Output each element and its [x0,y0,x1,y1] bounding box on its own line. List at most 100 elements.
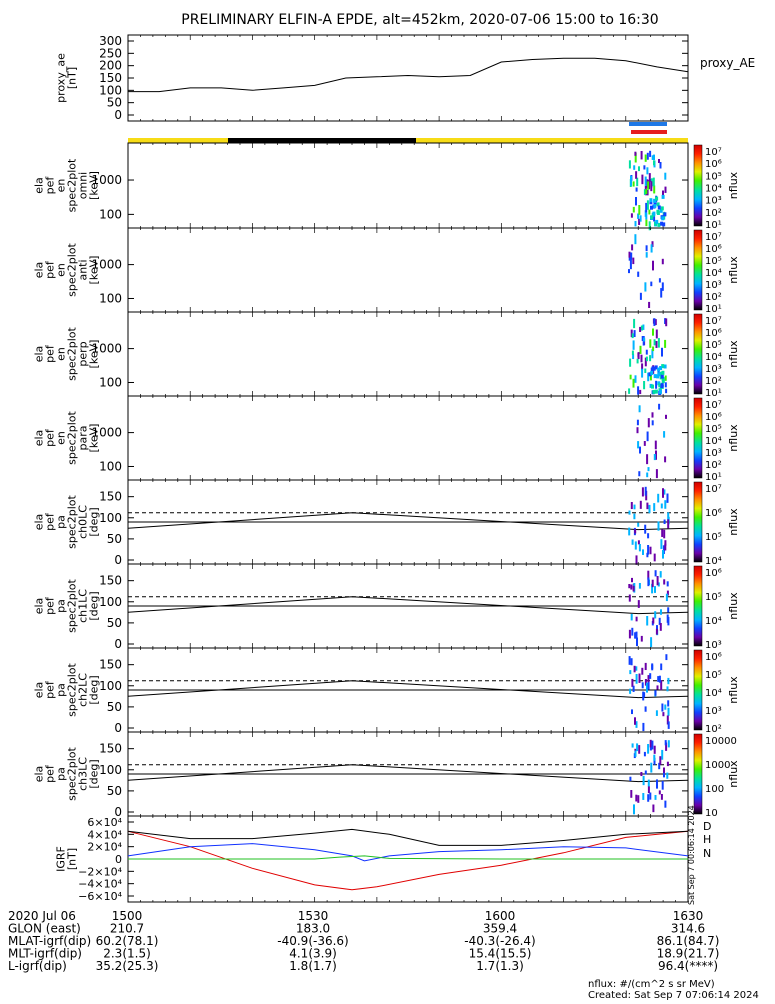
spectrogram-pixel [636,419,639,426]
spectrogram-pixel [646,616,649,626]
footer-row-label: L-igrf(dip) [8,959,67,973]
spectrogram-pixel [640,635,643,642]
spectrogram-pixel [652,177,655,187]
spectrogram-pixel [663,489,666,495]
spectrogram-pixel [656,779,658,789]
footer-row-label: 2020 Jul 06 [8,909,76,923]
y-axis-label: pef [44,260,57,279]
spectrogram-pixel [658,790,661,795]
spectrogram-pixel [628,510,631,515]
spectrogram-pixel [632,181,635,187]
spectrogram-pixel [644,679,647,686]
y-axis-label: anti [77,259,90,280]
colorbar-tick-label: 10⁷ [705,484,722,495]
spectrogram-pixel [631,350,634,356]
science-zone-bar [629,122,667,126]
spectrogram-pixel [630,252,633,260]
spectrogram-pixel [653,204,657,209]
footer-value: 359.4 [483,922,517,936]
spectrogram-pixel [652,328,654,336]
spectrogram-pixel [659,623,662,631]
spectrogram-pixel [649,200,653,205]
footer-value: 183.0 [296,922,330,936]
y-tick-label: 50 [107,532,122,546]
colorbar [693,229,703,311]
spectrogram-pixel [658,617,661,625]
spectrogram-pixel [654,440,657,450]
spectrogram-pixel [652,211,656,216]
spectrogram-pixel [654,570,657,577]
y-tick-label: 100 [99,375,122,389]
panel-frame-omni [127,142,689,229]
spectrogram-pixel [651,349,654,359]
colorbar-tick-label: 10000 [705,736,737,747]
spectrogram-pixel [655,628,658,635]
spectrogram-pixel [658,383,662,388]
spectrogram-pixel [647,786,650,794]
footer-value: -40.9(-36.6) [277,934,348,948]
spectrogram-pixel [635,555,638,565]
spectrogram-pixel [630,213,633,218]
spectrogram-pixel [641,174,644,185]
spectrogram-pixel [663,772,665,778]
y-tick-label: 6×10⁴ [87,816,122,829]
spectrogram-pixel [666,761,669,767]
spectrogram-pixel [658,278,661,283]
footer-value: 314.6 [671,922,705,936]
spectrogram-pixel [664,704,667,710]
panel-frame-anti [127,227,689,313]
colorbar-tick-label: 10 [705,808,718,819]
spectrogram-pixel [662,190,664,196]
y-tick-label: 200 [99,59,122,73]
y-axis-label: pef [44,344,57,363]
spectrogram-pixel [658,403,661,410]
colorbar-tick-label: 10⁶ [705,244,722,255]
spectrogram-pixel [651,155,654,160]
y-tick-label: 100 [99,83,122,97]
spectrogram-pixel [628,160,631,169]
spectrogram-pixel [659,571,662,578]
y-axis-label: omni [77,172,90,199]
spectrogram-pixel [647,779,650,787]
spectrogram-pixel [649,198,653,203]
spectrogram-pixel [653,160,655,166]
spectrogram-pixel [629,670,632,675]
spectrogram-pixel [663,529,666,539]
spectrogram-pixel [628,527,631,536]
spectrogram-pixel [631,627,634,636]
spectrogram-pixel [642,549,644,555]
spectrogram-pixel [632,378,635,388]
colorbar-label: nflux [727,592,740,620]
y-axis-label: en [55,347,68,361]
y-tick-label: 0 [114,805,122,819]
spectrogram-pixel [633,318,636,329]
spectrogram-pixel [635,616,638,622]
colorbar-tick-label: 10⁷ [705,400,722,411]
spectrogram-pixel [664,740,667,746]
spectrogram-pixel [630,790,633,798]
y-tick-label: 150 [99,71,122,85]
y-tick-label: 100 [99,291,122,305]
spectrogram-pixel [638,673,641,683]
spectrogram-pixel [660,288,663,298]
y-tick-label: 0 [114,637,122,651]
spectrogram-pixel [667,721,670,729]
spectrogram-pixel [649,792,652,800]
spectrogram-pixel [634,234,637,245]
spectrogram-pixel [629,776,632,782]
spectrogram-pixel [667,700,670,707]
spectrogram-pixel [639,215,642,222]
y-axis-label: pef [44,764,57,783]
spectrogram-pixel [650,367,654,372]
spectrogram-pixel [664,500,667,509]
spectrogram-pixel [653,185,656,194]
orbit-bar-eclipse [228,138,416,143]
spectrogram-pixel [650,637,653,648]
y-axis-label: ch1LC [77,589,90,623]
y-axis-label: ch2LC [77,673,90,707]
spectrogram-pixel [659,371,662,380]
spectrogram-pixel [637,795,640,803]
spectrogram-pixel [650,181,653,192]
colorbar-label: nflux [727,508,740,536]
colorbar-tick-label: 10⁴ [705,616,722,627]
